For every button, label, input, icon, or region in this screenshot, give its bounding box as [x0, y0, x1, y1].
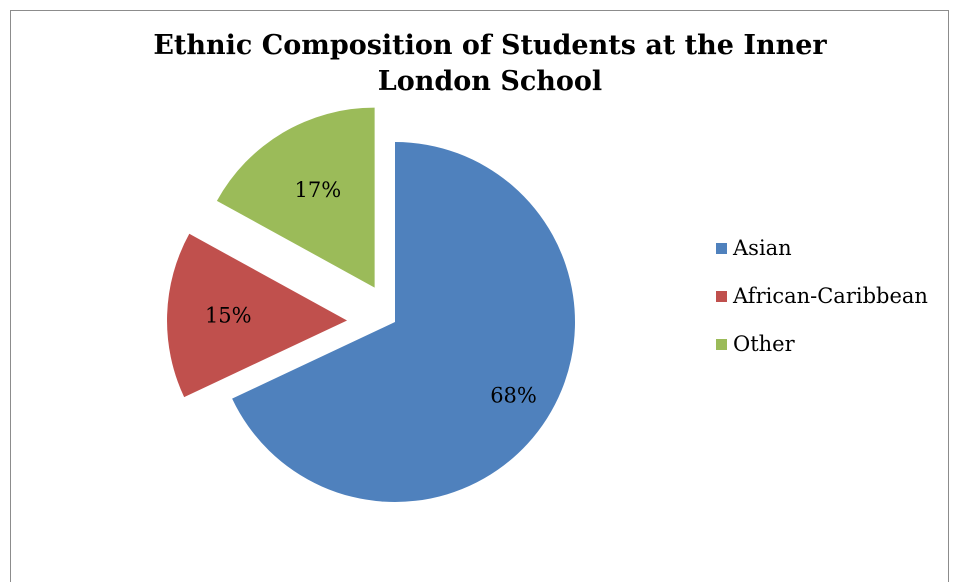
legend-label-african-caribbean: African-Caribbean: [733, 284, 928, 308]
data-label-other: 17%: [294, 178, 341, 202]
legend-swatch-african-caribbean: [716, 290, 727, 302]
legend-label-asian: Asian: [733, 236, 792, 260]
chart-title: Ethnic Composition of Students at the In…: [130, 28, 850, 100]
legend-swatch-asian: [716, 242, 727, 254]
legend: Asian African-Caribbean Other: [716, 236, 928, 380]
chart-title-line-2: London School: [377, 66, 603, 97]
data-label-asian: 68%: [490, 384, 537, 408]
legend-label-other: Other: [733, 332, 795, 356]
legend-item-african-caribbean: African-Caribbean: [716, 284, 928, 308]
pie-slice-african-caribbean: [167, 233, 348, 398]
legend-item-other: Other: [716, 332, 928, 356]
legend-swatch-other: [716, 338, 727, 350]
pie-slice-other: [216, 107, 375, 288]
legend-item-asian: Asian: [716, 236, 928, 260]
chart-title-line-1: Ethnic Composition of Students at the In…: [153, 30, 827, 61]
data-label-african-caribbean: 15%: [205, 303, 252, 327]
pie-slice-asian: [232, 142, 576, 502]
